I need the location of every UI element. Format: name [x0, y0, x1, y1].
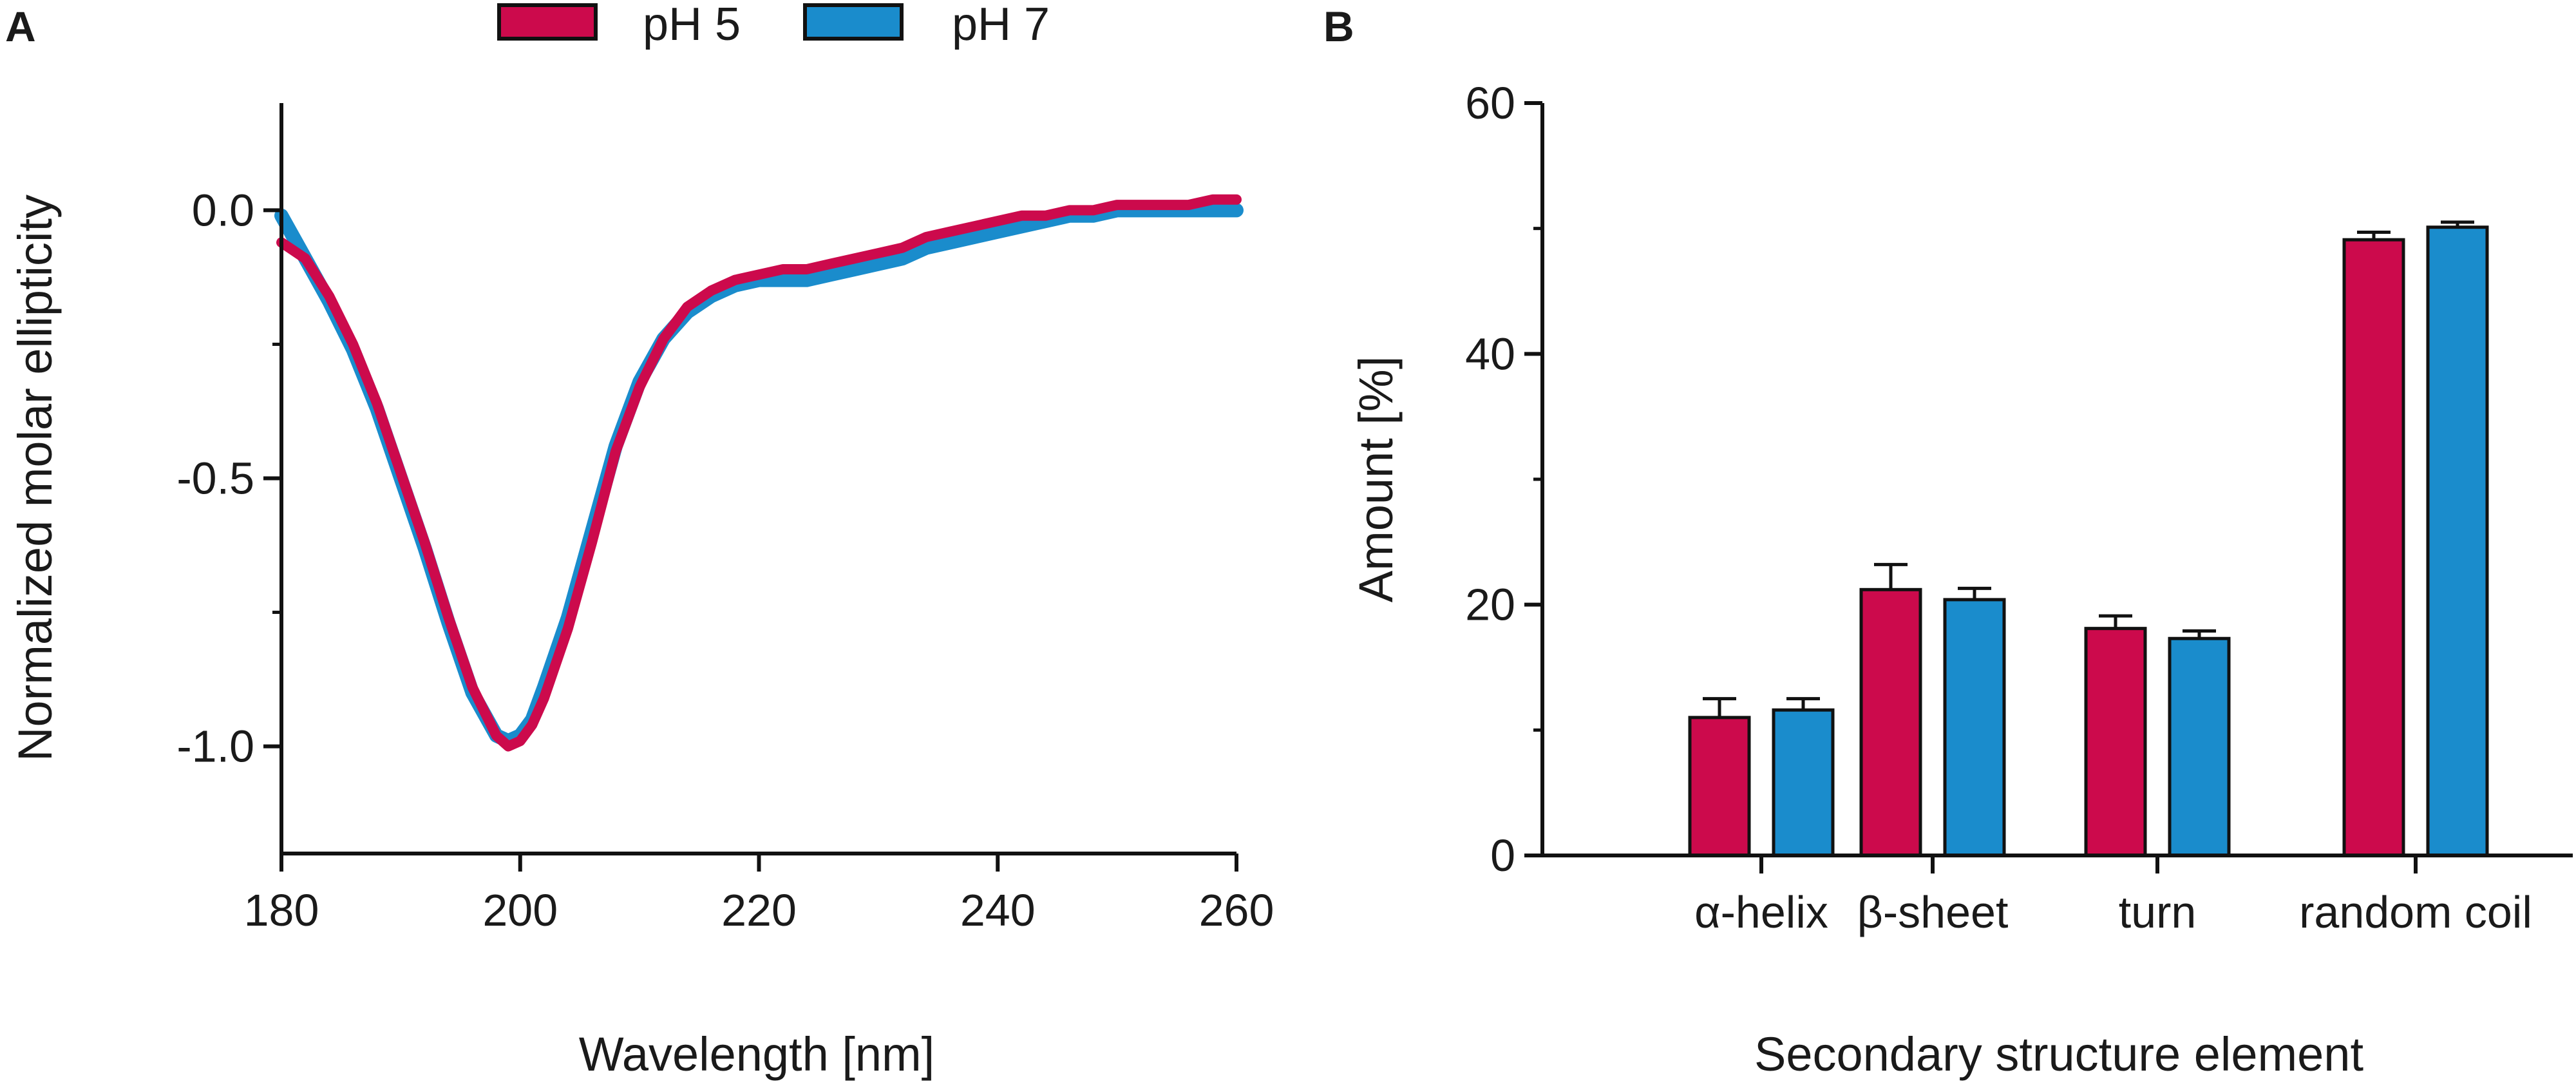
y-tick-label: 0.0: [192, 185, 254, 235]
x-axis-ticks: α-helix β-sheet turn random coil: [1694, 855, 2532, 937]
y-axis-title: Amount [%]: [1349, 356, 1403, 603]
x-tick-label: 260: [1199, 885, 1274, 935]
legend-label-ph7: pH 7: [952, 0, 1050, 50]
y-tick-label: -0.5: [176, 453, 254, 504]
panel-label-a: A: [5, 3, 36, 50]
line-series-ph7: [274, 203, 1244, 749]
category-label: α-helix: [1694, 887, 1828, 937]
bar-ph5-3: [2342, 238, 2405, 857]
y-axis-ticks: 0 20 40 60: [1465, 78, 1542, 881]
category-label: β-sheet: [1857, 887, 2009, 937]
bar-ph7-0: [1772, 708, 1835, 857]
y-tick-label: 40: [1465, 329, 1515, 379]
x-tick-label: 240: [960, 885, 1036, 935]
x-axis-title: Secondary structure element: [1754, 1027, 2363, 1081]
secondary-structure-chart: 0 20 40 60 α-helix β-sheet turn random coil Am…: [1349, 78, 2573, 1081]
bar-ph5-1: [1859, 587, 1922, 857]
bar-ph7-1: [1943, 598, 2006, 857]
x-tick-label: 180: [244, 885, 319, 935]
category-label: turn: [2119, 887, 2197, 937]
bar-ph5-0: [1688, 716, 1751, 857]
bar-ph7-3: [2426, 225, 2489, 857]
legend: pH 5 pH 7: [497, 0, 1050, 50]
line-series-group: [274, 194, 1244, 752]
line-series-ph5: [276, 194, 1242, 752]
x-tick-label: 220: [721, 885, 797, 935]
x-axis-title: Wavelength [nm]: [579, 1027, 935, 1081]
y-axis-ticks: 0.0 -0.5 -1.0: [176, 185, 281, 772]
bar-series-group: [1688, 220, 2489, 857]
legend-label-ph5: pH 5: [643, 0, 741, 50]
x-tick-label: 200: [482, 885, 558, 935]
legend-swatch-ph7: [803, 3, 904, 41]
category-label: random coil: [2299, 887, 2532, 937]
y-tick-label: -1.0: [176, 721, 254, 772]
panel-label-b: B: [1323, 3, 1354, 50]
y-tick-label: 60: [1465, 78, 1515, 128]
bar-ph7-2: [2168, 636, 2231, 857]
x-axis-ticks: 180 200 220 240 260: [244, 854, 1274, 935]
y-axis-title: Normalized molar ellipticity: [8, 195, 62, 761]
y-tick-label: 0: [1490, 830, 1515, 881]
cd-spectrum-chart: 0.0 -0.5 -1.0 180 200 220 240 260 Normalized m…: [8, 103, 1274, 1081]
legend-swatch-ph5: [497, 3, 598, 41]
y-tick-label: 20: [1465, 580, 1515, 630]
bar-ph5-2: [2084, 627, 2147, 857]
